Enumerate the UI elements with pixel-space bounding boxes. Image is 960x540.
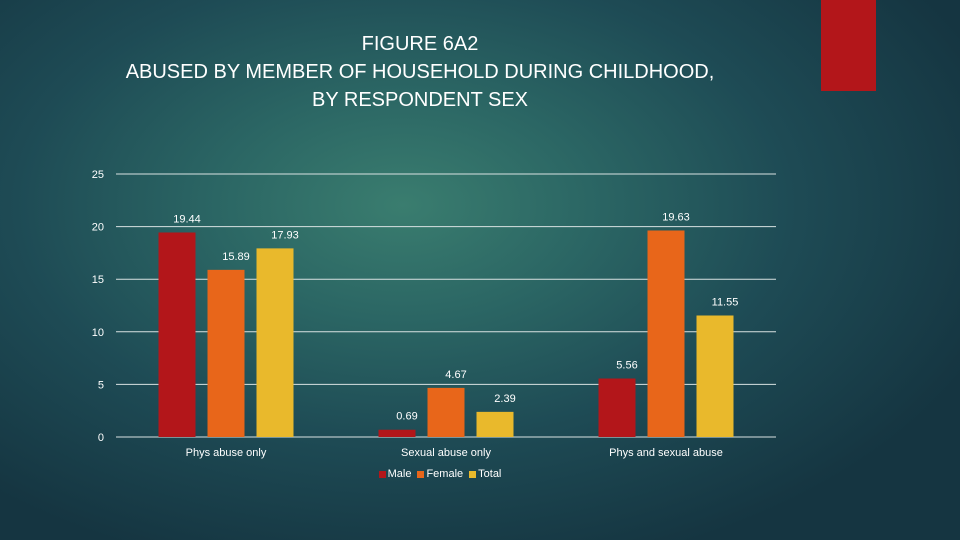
chart-title: FIGURE 6A2 ABUSED BY MEMBER OF HOUSEHOLD… bbox=[20, 30, 820, 114]
legend-label-female: Female bbox=[426, 468, 464, 480]
legend-label-total: Total bbox=[478, 468, 502, 480]
category-label: Phys abuse only bbox=[186, 447, 267, 459]
data-label: 19.44 bbox=[173, 213, 201, 225]
y-tick-label: 25 bbox=[92, 169, 104, 181]
legend-swatch-male bbox=[378, 470, 386, 478]
bar-total-1 bbox=[476, 411, 514, 437]
bar-male-0 bbox=[158, 232, 196, 437]
bar-total-2 bbox=[696, 315, 734, 437]
y-tick-label: 5 bbox=[98, 379, 104, 391]
data-label: 15.89 bbox=[222, 251, 250, 263]
data-label: 11.55 bbox=[712, 296, 739, 308]
title-line-2: ABUSED BY MEMBER OF HOUSEHOLD DURING CHI… bbox=[125, 61, 715, 83]
bar-male-1 bbox=[378, 429, 416, 437]
category-label: Sexual abuse only bbox=[401, 447, 491, 459]
accent-block bbox=[821, 0, 876, 91]
legend-item-male: Male bbox=[378, 468, 412, 480]
legend-swatch-female bbox=[417, 470, 425, 478]
category-label: Phys and sexual abuse bbox=[609, 447, 723, 459]
y-tick-label: 15 bbox=[92, 274, 104, 286]
bar-female-0 bbox=[207, 269, 245, 437]
data-label: 0.69 bbox=[396, 411, 417, 423]
data-label: 17.93 bbox=[271, 229, 299, 241]
bar-female-2 bbox=[647, 230, 685, 437]
bar-total-0 bbox=[256, 248, 294, 437]
y-tick-label: 20 bbox=[92, 222, 104, 234]
y-tick-label: 0 bbox=[98, 432, 104, 444]
legend-item-total: Total bbox=[469, 468, 501, 480]
data-label: 19.63 bbox=[662, 211, 690, 223]
bar-male-2 bbox=[598, 378, 636, 437]
y-tick-label: 10 bbox=[92, 327, 104, 339]
legend-label-male: Male bbox=[387, 468, 412, 480]
legend-item-female: Female bbox=[417, 468, 463, 480]
bar-female-1 bbox=[427, 387, 465, 437]
data-label: 5.56 bbox=[616, 360, 637, 372]
legend-swatch-total bbox=[469, 470, 477, 478]
data-label: 4.67 bbox=[445, 369, 466, 381]
title-line-1: FIGURE 6A2 bbox=[361, 33, 479, 55]
data-label: 2.39 bbox=[494, 393, 515, 405]
legend: Male Female Total bbox=[0, 468, 880, 480]
title-line-3: BY RESPONDENT SEX bbox=[312, 89, 528, 111]
